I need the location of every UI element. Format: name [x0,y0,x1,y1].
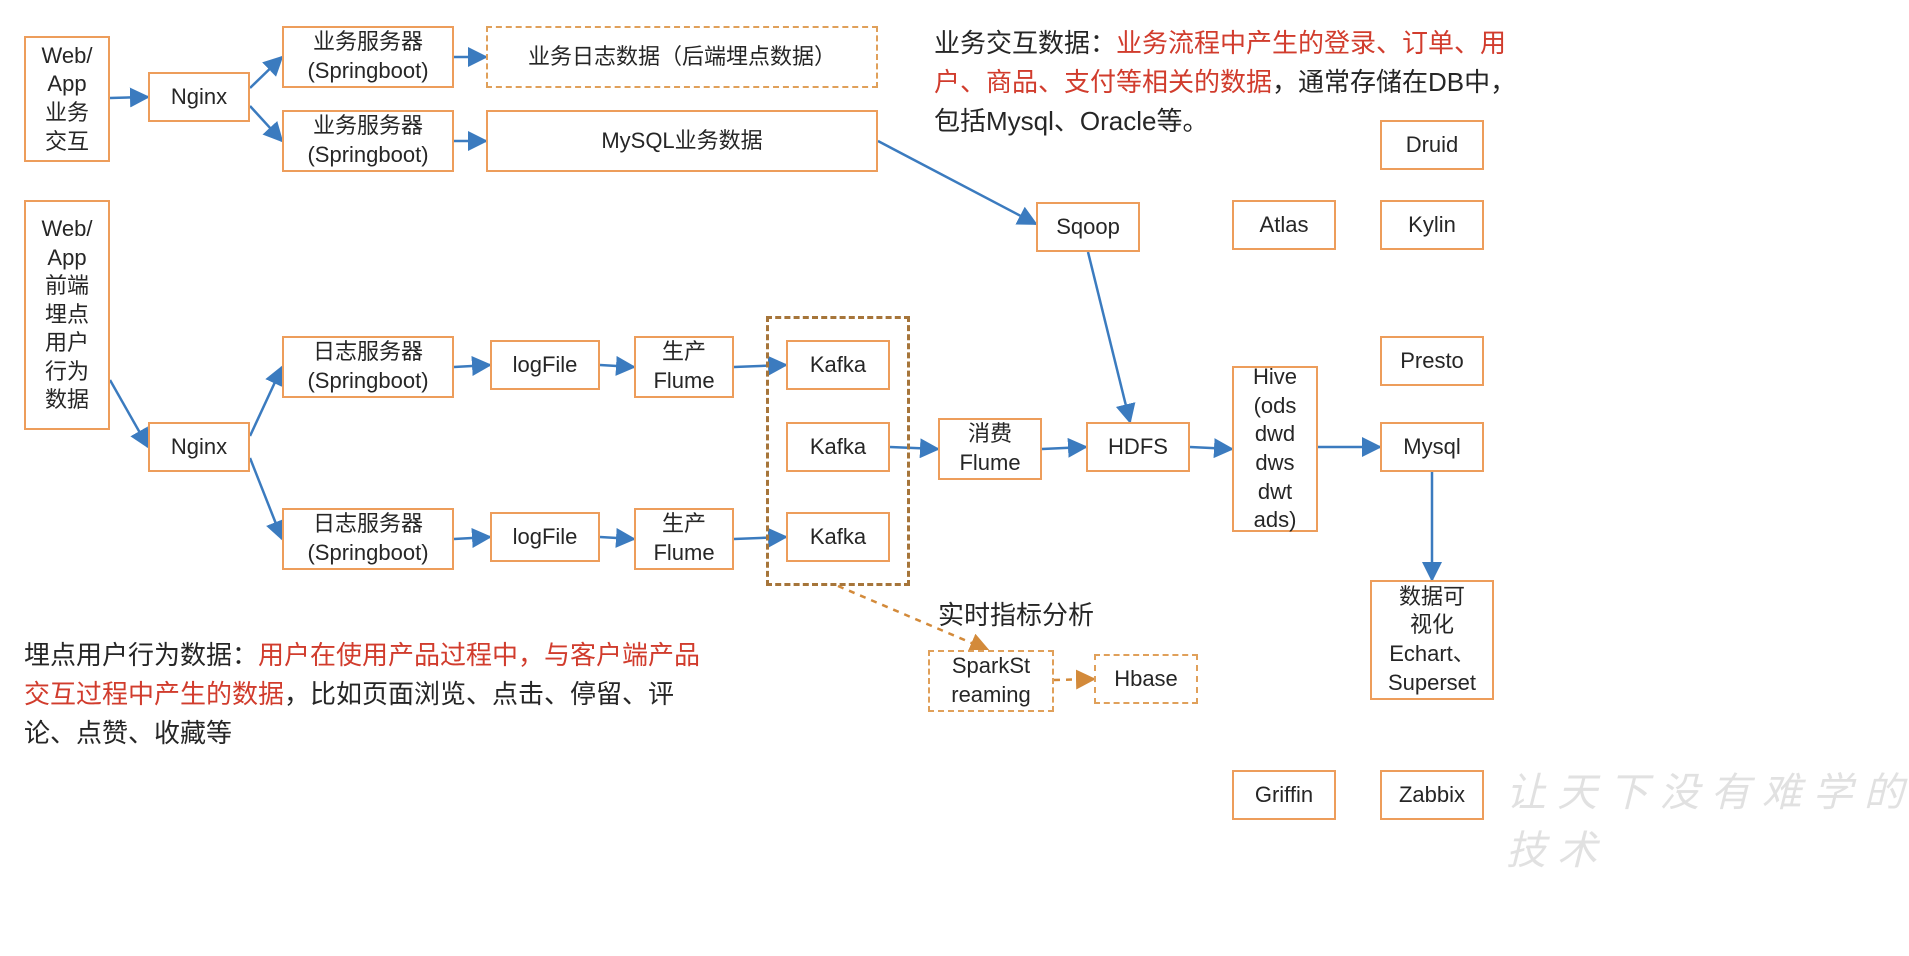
node-log_srv1: 日志服务器 (Springboot) [282,336,454,398]
edge-6 [250,367,282,436]
edge-22 [1054,679,1094,680]
edge-9 [454,537,490,539]
node-sqoop: Sqoop [1036,202,1140,252]
node-log_srv2: 日志服务器 (Springboot) [282,508,454,570]
edge-17 [1088,252,1130,422]
edge-5 [110,380,148,447]
node-zabbix: Zabbix [1380,770,1484,820]
edge-1 [250,57,282,88]
node-pflume1: 生产 Flume [634,336,734,398]
node-nginx2: Nginx [148,422,250,472]
kafka-group-box [766,316,910,586]
node-hive: Hive (ods dwd dws dwt ads) [1232,366,1318,532]
node-mysql_out: Mysql [1380,422,1484,472]
annotation-bottom: 埋点用户行为数据：用户在使用产品过程中，与客户端产品交互过程中产生的数据，比如页… [24,636,704,753]
edge-15 [1042,447,1086,449]
node-pflume2: 生产 Flume [634,508,734,570]
node-atlas: Atlas [1232,200,1336,250]
node-presto: Presto [1380,336,1484,386]
edge-16 [878,141,1036,224]
edge-11 [600,537,634,539]
node-biz_srv2: 业务服务器 (Springboot) [282,110,454,172]
node-griffin: Griffin [1232,770,1336,820]
edge-0 [110,97,148,98]
node-biz_srv1: 业务服务器 (Springboot) [282,26,454,88]
node-cflume: 消费 Flume [938,418,1042,480]
edge-18 [1190,447,1232,449]
node-web_biz: Web/ App 业务 交互 [24,36,110,162]
node-sparkstr: SparkSt reaming [928,650,1054,712]
watermark-text: 让 天 下 没 有 难 学 的 技 术 [1506,760,1909,876]
annotation-top: 业务交互数据：业务流程中产生的登录、订单、用户、商品、支付等相关的数据，通常存储… [934,24,1534,141]
label-realtime: 实时指标分析 [938,596,1094,635]
node-hdfs: HDFS [1086,422,1190,472]
edge-8 [454,365,490,367]
edge-2 [250,106,282,141]
node-hbase: Hbase [1094,654,1198,704]
node-viz: 数据可 视化 Echart、 Superset [1370,580,1494,700]
node-nginx1: Nginx [148,72,250,122]
node-mysql_biz: MySQL业务数据 [486,110,878,172]
edge-10 [600,365,634,367]
node-logfile1: logFile [490,340,600,390]
node-logfile2: logFile [490,512,600,562]
node-web_track: Web/ App 前端 埋点 用户 行为 数据 [24,200,110,430]
node-biz_log: 业务日志数据（后端埋点数据） [486,26,878,88]
node-kylin: Kylin [1380,200,1484,250]
edge-7 [250,458,282,539]
